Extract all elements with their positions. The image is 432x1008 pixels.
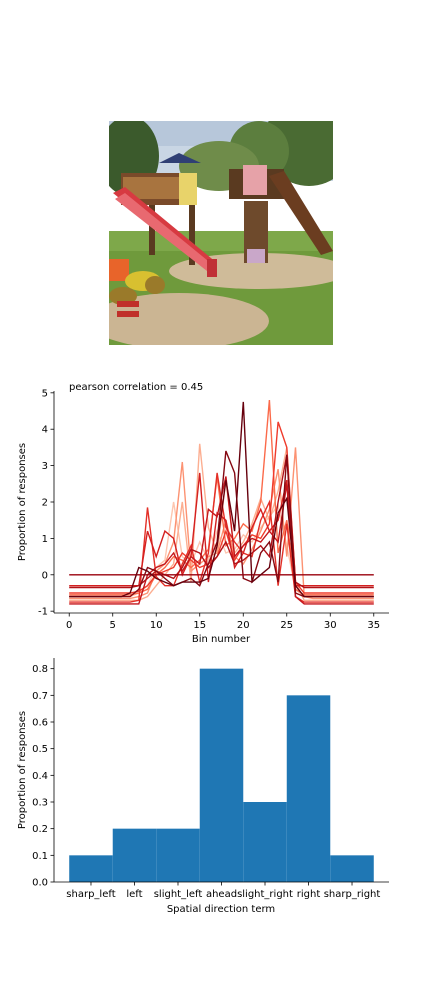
x-tick-label: 35 bbox=[367, 620, 380, 631]
bar-left bbox=[112, 828, 157, 882]
x-tick-label-sharp-left: sharp_left bbox=[66, 889, 115, 900]
y-tick-label: 0.5 bbox=[32, 744, 48, 755]
x-tick-label: 20 bbox=[237, 620, 250, 631]
bar-chart-x-ticks: sharp_left left slight_left ahead slight_rig… bbox=[66, 882, 380, 900]
x-tick-label: 5 bbox=[110, 620, 116, 631]
y-tick-label: 2 bbox=[42, 498, 48, 509]
x-tick-label: 15 bbox=[193, 620, 206, 631]
y-tick-label: 0.8 bbox=[32, 664, 48, 675]
bar-chart-y-ticks: 0.0 0.1 0.2 0.3 0.4 0.5 0.6 0.7 0.8 bbox=[32, 664, 54, 889]
line-chart: pearson correlation = 0.45 -1 0 1 2 3 4 5 0 5 10… bbox=[17, 382, 389, 645]
playground-photo-art bbox=[109, 121, 333, 345]
x-tick-label: 0 bbox=[66, 620, 72, 631]
line-chart-x-ticks: 0 5 10 15 20 25 30 35 bbox=[66, 613, 380, 631]
line-chart-plot-area bbox=[69, 400, 374, 605]
y-tick-label: 0 bbox=[42, 570, 48, 581]
line-series-5 bbox=[69, 421, 374, 594]
bar-right bbox=[286, 695, 331, 882]
y-tick-label: 0.1 bbox=[32, 851, 48, 862]
y-tick-label: -1 bbox=[38, 607, 48, 618]
y-tick-label: 0.0 bbox=[32, 878, 48, 889]
y-tick-label: 0.2 bbox=[32, 824, 48, 835]
x-tick-label-ahead: ahead bbox=[206, 889, 237, 900]
line-series-9 bbox=[69, 454, 374, 589]
y-tick-label: 0.6 bbox=[32, 718, 48, 729]
x-tick-label: 30 bbox=[324, 620, 337, 631]
bar-chart-bars bbox=[69, 668, 374, 882]
y-tick-label: 3 bbox=[42, 461, 48, 472]
y-tick-label: 5 bbox=[42, 388, 48, 399]
bar-sharp-right bbox=[330, 855, 374, 882]
x-tick-label: 25 bbox=[280, 620, 293, 631]
bar-ahead bbox=[199, 668, 244, 882]
x-tick-label: 10 bbox=[150, 620, 163, 631]
line-series-2 bbox=[69, 443, 374, 602]
y-tick-label: 0.4 bbox=[32, 771, 48, 782]
y-tick-label: 1 bbox=[42, 534, 48, 545]
bar-chart-y-label: Proportion of responses bbox=[17, 711, 28, 829]
bar-sharp-left bbox=[69, 855, 113, 882]
x-tick-label-slight-right: slight_right bbox=[237, 889, 293, 900]
y-tick-label: 4 bbox=[42, 425, 48, 436]
y-tick-label: 0.7 bbox=[32, 691, 48, 702]
x-tick-label-sharp-right: sharp_right bbox=[324, 889, 381, 900]
bar-chart-x-label: Spatial direction term bbox=[167, 904, 275, 915]
line-series-3 bbox=[69, 447, 374, 600]
playground-photo bbox=[109, 121, 333, 345]
line-series-12 bbox=[69, 401, 374, 598]
bar-slight-right bbox=[243, 802, 287, 882]
x-tick-label-left: left bbox=[126, 889, 142, 900]
bar-slight-left bbox=[156, 828, 200, 882]
line-chart-y-ticks: -1 0 1 2 3 4 5 bbox=[38, 388, 54, 618]
line-chart-y-label: Proportion of responses bbox=[17, 443, 28, 561]
x-tick-label-slight-left: slight_left bbox=[154, 889, 203, 900]
bar-chart: 0.0 0.1 0.2 0.3 0.4 0.5 0.6 0.7 0.8 sharp_left le… bbox=[17, 658, 389, 915]
y-tick-label: 0.3 bbox=[32, 798, 48, 809]
x-tick-label-right: right bbox=[297, 889, 321, 900]
line-chart-annotation: pearson correlation = 0.45 bbox=[69, 382, 203, 393]
line-chart-x-label: Bin number bbox=[192, 634, 251, 645]
